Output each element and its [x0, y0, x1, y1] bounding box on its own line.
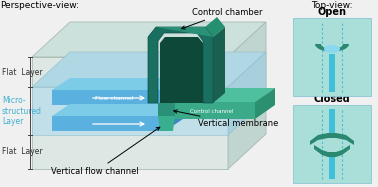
Polygon shape: [228, 52, 266, 135]
Polygon shape: [52, 104, 183, 116]
Polygon shape: [52, 78, 183, 90]
Polygon shape: [310, 133, 354, 145]
Polygon shape: [329, 157, 335, 179]
Polygon shape: [314, 145, 350, 157]
Text: Flat  Layer: Flat Layer: [2, 148, 43, 157]
Polygon shape: [315, 44, 349, 52]
Text: Vertical membrane: Vertical membrane: [174, 110, 278, 128]
Polygon shape: [32, 52, 266, 87]
FancyBboxPatch shape: [293, 18, 371, 96]
Text: Micro-
structured
Layer: Micro- structured Layer: [2, 96, 42, 126]
Text: Flat  Layer: Flat Layer: [2, 68, 43, 76]
Polygon shape: [175, 88, 275, 102]
Text: Closed: Closed: [314, 94, 350, 104]
Polygon shape: [205, 17, 225, 37]
Text: Vertical flow channel: Vertical flow channel: [51, 127, 160, 177]
Text: Top-view:: Top-view:: [311, 1, 353, 10]
Polygon shape: [175, 102, 255, 119]
Polygon shape: [32, 57, 228, 169]
Polygon shape: [228, 22, 266, 169]
Text: Control channel: Control channel: [190, 108, 233, 114]
Text: Control chamber: Control chamber: [181, 7, 262, 29]
Text: Open: Open: [318, 7, 347, 17]
Polygon shape: [148, 27, 213, 37]
Polygon shape: [32, 87, 228, 135]
Polygon shape: [160, 37, 203, 103]
Polygon shape: [158, 116, 175, 131]
Ellipse shape: [324, 45, 340, 53]
Polygon shape: [148, 27, 213, 103]
Polygon shape: [32, 22, 266, 57]
Polygon shape: [329, 109, 335, 133]
FancyBboxPatch shape: [293, 105, 371, 183]
Text: Flow channel: Flow channel: [95, 96, 133, 100]
Polygon shape: [255, 88, 275, 119]
Polygon shape: [52, 116, 165, 131]
Polygon shape: [158, 103, 175, 116]
Polygon shape: [165, 78, 183, 105]
Polygon shape: [52, 90, 165, 105]
Polygon shape: [165, 104, 183, 131]
Text: Perspective-view:: Perspective-view:: [0, 1, 79, 10]
Polygon shape: [329, 54, 335, 92]
Polygon shape: [213, 27, 225, 103]
